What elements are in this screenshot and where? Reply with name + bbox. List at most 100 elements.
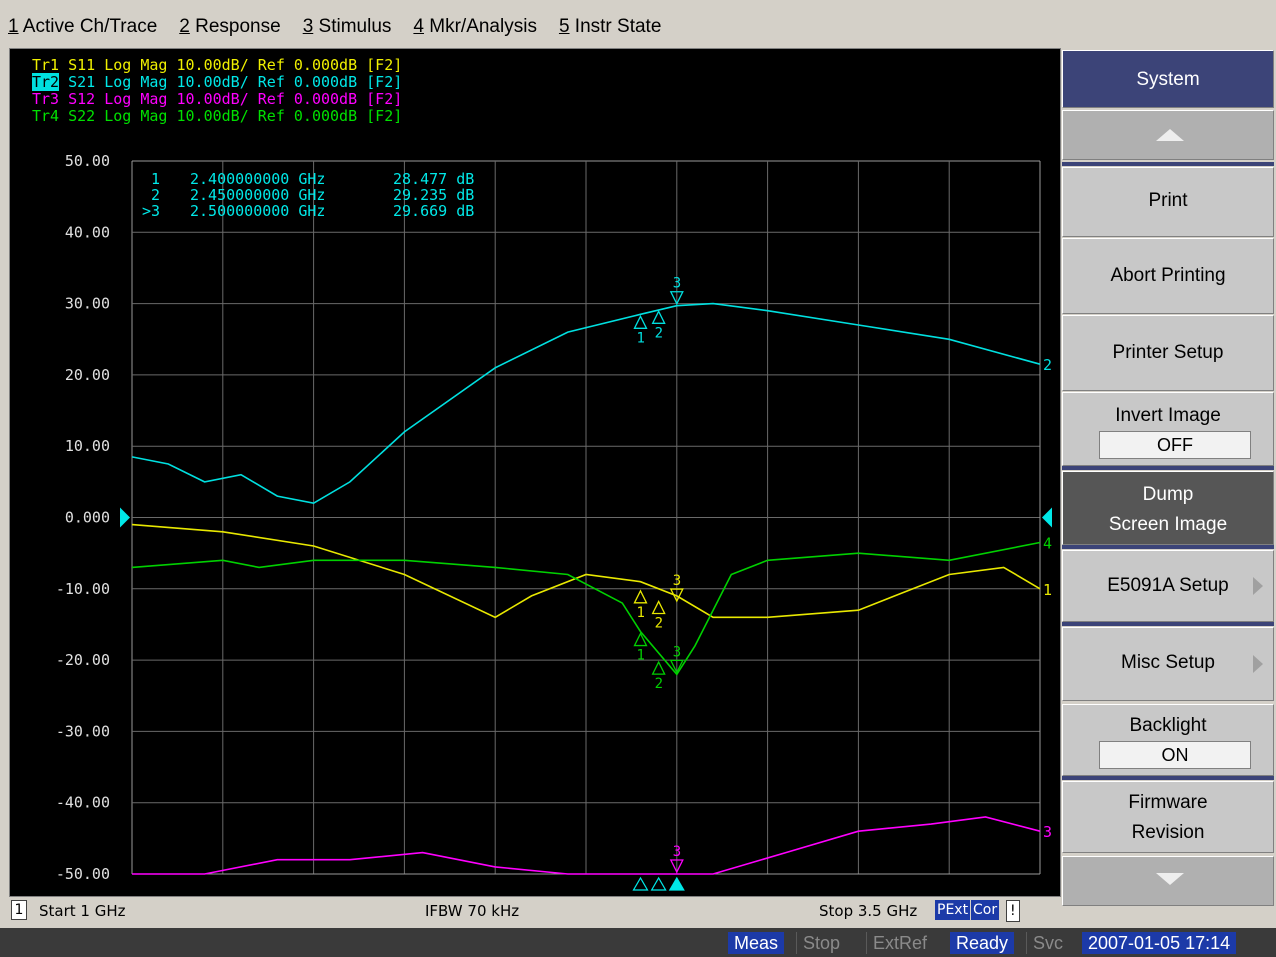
marker-table-freq: 2.500000000 GHz bbox=[190, 202, 325, 220]
marker-label: 2 bbox=[655, 325, 663, 341]
backlight-value: ON bbox=[1099, 741, 1251, 769]
status-stop: Stop bbox=[796, 932, 847, 954]
measurement-display[interactable]: 50.00 40.00 30.00 20.00 10.00 0.000 -10.00 -20.… bbox=[9, 48, 1061, 897]
softkey-divider bbox=[1062, 776, 1274, 780]
status-meas: Meas bbox=[728, 932, 785, 954]
menu-instr-state[interactable]: 5 Instr State bbox=[558, 16, 662, 37]
submenu-arrow-icon bbox=[1253, 577, 1263, 595]
marker-table-id: >3 bbox=[142, 202, 160, 220]
trace-1-line[interactable]: Tr1 S11 Log Mag 10.00dB/ Ref 0.000dB [F2… bbox=[32, 56, 403, 74]
trace-end-label: 3 bbox=[1043, 823, 1052, 841]
softkey-panel: System Print Abort Printing Printer Setu… bbox=[1062, 48, 1276, 926]
marker-triangle bbox=[633, 314, 648, 329]
marker-label: 3 bbox=[673, 844, 681, 860]
marker-triangle bbox=[669, 659, 684, 674]
marker-table-id: 2 bbox=[151, 186, 160, 204]
y-tick-label: -20.00 bbox=[56, 651, 110, 669]
submenu-arrow-icon bbox=[1253, 655, 1263, 673]
marker-triangle bbox=[651, 309, 666, 324]
marker-label: 3 bbox=[673, 644, 681, 660]
channel-info-bar: 1 Start 1 GHz IFBW 70 kHz Stop 3.5 GHz P… bbox=[9, 897, 1059, 924]
menu-active-ch-trace[interactable]: 1 Active Ch/Trace bbox=[8, 16, 158, 37]
trace-3-line[interactable]: Tr3 S12 Log Mag 10.00dB/ Ref 0.000dB [F2… bbox=[32, 90, 403, 108]
channel-number[interactable]: 1 bbox=[11, 900, 27, 920]
marker-label: 1 bbox=[636, 330, 644, 346]
status-bar: Meas Stop ExtRef Ready Svc 2007-01-05 17… bbox=[0, 928, 1276, 957]
menu-stimulus[interactable]: 3 Stimulus bbox=[302, 16, 392, 37]
y-tick-label: -40.00 bbox=[56, 794, 110, 812]
softkey-scroll-up-button[interactable] bbox=[1062, 110, 1274, 160]
marker-table-value: 28.477 dB bbox=[393, 170, 474, 188]
trace-2-line[interactable]: Tr2 S21 Log Mag 10.00dB/ Ref 0.000dB [F2… bbox=[32, 73, 403, 91]
abort-printing-button[interactable]: Abort Printing bbox=[1062, 238, 1274, 314]
trace-end-label: 2 bbox=[1043, 356, 1052, 374]
trace-end-label: 1 bbox=[1043, 581, 1052, 599]
marker-triangle bbox=[633, 589, 648, 604]
trace-plot: 50.00 40.00 30.00 20.00 10.00 0.000 -10.00 -20.… bbox=[56, 152, 1052, 891]
y-tick-label: -30.00 bbox=[56, 722, 110, 740]
y-tick-label: 40.00 bbox=[65, 223, 110, 241]
marker-triangle bbox=[669, 859, 684, 874]
ref-level-right-icon bbox=[1042, 507, 1052, 528]
status-extref: ExtRef bbox=[866, 932, 934, 954]
misc-setup-button[interactable]: Misc Setup bbox=[1062, 627, 1274, 701]
y-tick-label: -50.00 bbox=[56, 865, 110, 883]
trace-tr3-line bbox=[132, 816, 1041, 875]
marker-table-freq: 2.400000000 GHz bbox=[190, 170, 325, 188]
menu-response[interactable]: 2 Response bbox=[179, 16, 281, 37]
softkey-scroll-down-button[interactable] bbox=[1062, 856, 1274, 906]
dump-screen-image-button[interactable]: Dump Screen Image bbox=[1062, 471, 1274, 545]
trace-4-line[interactable]: Tr4 S22 Log Mag 10.00dB/ Ref 0.000dB [F2… bbox=[32, 107, 403, 125]
stimulus-marker-icon bbox=[632, 876, 649, 891]
marker-label: 2 bbox=[655, 676, 663, 692]
marker-table-freq: 2.450000000 GHz bbox=[190, 186, 325, 204]
cor-badge: Cor bbox=[971, 900, 1000, 920]
marker-label: 1 bbox=[636, 648, 644, 664]
y-tick-label: -10.00 bbox=[56, 580, 110, 598]
pext-badge: PExt bbox=[935, 900, 971, 920]
ref-level-left-icon bbox=[120, 507, 130, 528]
printer-setup-button[interactable]: Printer Setup bbox=[1062, 315, 1274, 391]
invert-image-value: OFF bbox=[1099, 431, 1251, 459]
up-arrow-icon bbox=[1156, 129, 1184, 141]
firmware-revision-button[interactable]: Firmware Revision bbox=[1062, 781, 1274, 853]
status-svc: Svc bbox=[1026, 932, 1070, 954]
ifbw: IFBW 70 kHz bbox=[425, 902, 520, 920]
start-frequency: Start 1 GHz bbox=[39, 902, 126, 920]
y-tick-label: 50.00 bbox=[65, 152, 110, 170]
menu-bar: 1 Active Ch/Trace 2 Response 3 Stimulus … bbox=[0, 0, 1276, 44]
marker-triangle bbox=[669, 588, 684, 603]
marker-label: 1 bbox=[636, 605, 644, 621]
down-arrow-icon bbox=[1156, 873, 1184, 885]
marker-triangle bbox=[633, 632, 648, 647]
error-badge: ! bbox=[1006, 900, 1020, 922]
status-datetime: 2007-01-05 17:14 bbox=[1082, 932, 1237, 954]
invert-image-button[interactable]: Invert Image OFF bbox=[1062, 392, 1274, 466]
softkey-divider bbox=[1062, 622, 1274, 626]
marker-triangle bbox=[651, 660, 666, 675]
y-tick-label: 20.00 bbox=[65, 366, 110, 384]
trace-header: Tr1 S11 Log Mag 10.00dB/ Ref 0.000dB [F2… bbox=[32, 57, 402, 125]
softkey-menu-title: System bbox=[1062, 50, 1274, 108]
trace-end-label: 4 bbox=[1043, 534, 1052, 552]
status-ready: Ready bbox=[950, 932, 1015, 954]
trace-tr4-line bbox=[131, 541, 1041, 676]
stimulus-marker-icon bbox=[668, 876, 685, 891]
stimulus-marker-icon bbox=[650, 876, 667, 891]
marker-label: 3 bbox=[673, 276, 681, 292]
marker-label: 3 bbox=[673, 573, 681, 589]
marker-label: 2 bbox=[655, 615, 663, 631]
backlight-button[interactable]: Backlight ON bbox=[1062, 704, 1274, 776]
marker-table-id: 1 bbox=[151, 170, 160, 188]
y-tick-label: 0.000 bbox=[65, 509, 110, 527]
softkey-divider bbox=[1062, 466, 1274, 470]
trace-tr2-line bbox=[131, 302, 1041, 505]
menu-mkr-analysis[interactable]: 4 Mkr/Analysis bbox=[413, 16, 537, 37]
marker-table-value: 29.669 dB bbox=[393, 202, 474, 220]
marker-triangle bbox=[651, 600, 666, 615]
y-tick-label: 10.00 bbox=[65, 437, 110, 455]
marker-triangle bbox=[669, 291, 684, 306]
marker-table-value: 29.235 dB bbox=[393, 186, 474, 204]
e5091a-setup-button[interactable]: E5091A Setup bbox=[1062, 550, 1274, 622]
print-button[interactable]: Print bbox=[1062, 167, 1274, 237]
